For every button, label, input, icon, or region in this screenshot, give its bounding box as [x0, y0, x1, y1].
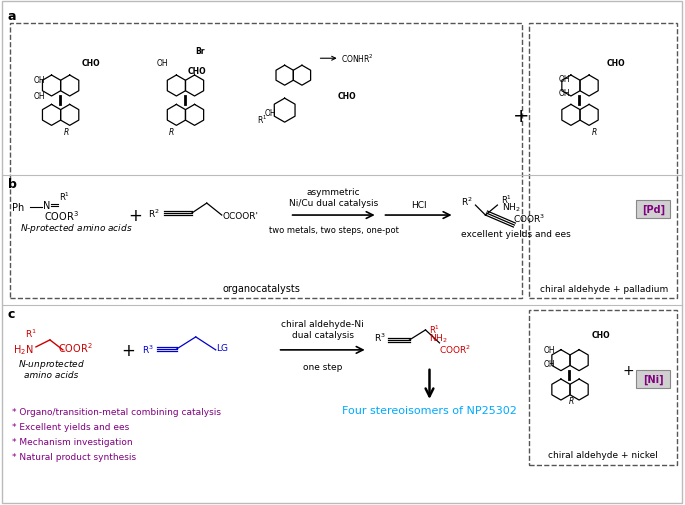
Text: Four stereoisomers of NP25302: Four stereoisomers of NP25302	[342, 405, 517, 415]
Text: asymmetric
Ni/Cu dual catalysis: asymmetric Ni/Cu dual catalysis	[289, 187, 378, 208]
Text: * Excellent yields and ees: * Excellent yields and ees	[12, 423, 129, 431]
Text: R$^1$: R$^1$	[59, 190, 70, 203]
Text: R$^1$: R$^1$	[258, 114, 268, 126]
Text: +: +	[623, 363, 634, 377]
Text: N: N	[43, 200, 50, 211]
Text: OH: OH	[33, 76, 45, 84]
Text: chiral aldehyde + palladium: chiral aldehyde + palladium	[540, 284, 669, 293]
Text: OCOOR': OCOOR'	[223, 211, 259, 220]
Text: LG: LG	[216, 344, 227, 352]
Text: chiral aldehyde + nickel: chiral aldehyde + nickel	[549, 450, 658, 459]
Text: COOR$^2$: COOR$^2$	[440, 343, 472, 356]
Text: NH$_2$: NH$_2$	[429, 332, 448, 344]
Text: R: R	[64, 127, 70, 136]
Text: OH: OH	[33, 91, 45, 100]
Text: CHO: CHO	[338, 91, 356, 100]
Text: R$^2$: R$^2$	[148, 208, 160, 220]
Text: R$^2$: R$^2$	[462, 195, 473, 208]
Text: OH: OH	[543, 346, 555, 355]
Text: [Pd]: [Pd]	[642, 205, 664, 215]
Text: R$^3$: R$^3$	[373, 331, 386, 343]
Text: amino acids: amino acids	[24, 371, 78, 380]
Text: CHO: CHO	[82, 59, 101, 68]
Text: +: +	[121, 341, 135, 359]
Text: [Ni]: [Ni]	[643, 374, 664, 384]
Text: +: +	[128, 207, 142, 225]
Text: R: R	[169, 127, 175, 136]
FancyBboxPatch shape	[636, 200, 670, 219]
Text: R$^3$: R$^3$	[142, 343, 153, 356]
FancyBboxPatch shape	[636, 370, 670, 388]
Text: CONHR$^2$: CONHR$^2$	[340, 53, 373, 65]
Text: R$^1$: R$^1$	[25, 327, 37, 339]
Text: OH: OH	[558, 88, 570, 97]
Text: Br: Br	[195, 46, 205, 56]
Text: R$^1$: R$^1$	[501, 193, 512, 206]
Text: Ph: Ph	[12, 203, 24, 213]
Text: +: +	[513, 107, 530, 125]
Text: a: a	[8, 10, 16, 23]
Text: chiral aldehyde-Ni
dual catalysis: chiral aldehyde-Ni dual catalysis	[282, 319, 364, 339]
Text: HCl: HCl	[411, 200, 426, 210]
Text: excellent yields and ees: excellent yields and ees	[462, 229, 571, 238]
Text: c: c	[8, 308, 15, 320]
Text: NH$_2$: NH$_2$	[502, 201, 521, 214]
Text: $N$-unprotected: $N$-unprotected	[18, 358, 85, 371]
Text: CHO: CHO	[591, 331, 610, 340]
Text: COOR$^3$: COOR$^3$	[44, 209, 79, 223]
Text: * Organo/transition-metal combining catalysis: * Organo/transition-metal combining cata…	[12, 408, 221, 417]
Text: H$_2$N: H$_2$N	[13, 342, 34, 356]
Text: COOR$^3$: COOR$^3$	[513, 213, 546, 225]
Text: OH: OH	[543, 360, 555, 369]
Text: OH: OH	[558, 75, 570, 83]
Text: one step: one step	[303, 362, 342, 371]
Text: b: b	[8, 178, 17, 191]
Text: $N$-protected amino acids: $N$-protected amino acids	[20, 221, 133, 234]
Text: organocatalysts: organocatalysts	[223, 283, 301, 293]
Text: COOR$^2$: COOR$^2$	[58, 340, 92, 354]
Text: OH: OH	[157, 59, 169, 68]
Text: * Natural product synthesis: * Natural product synthesis	[12, 452, 136, 462]
Text: OH: OH	[264, 109, 276, 118]
Text: * Mechanism investigation: * Mechanism investigation	[12, 437, 133, 446]
Text: R$^1$: R$^1$	[429, 323, 440, 335]
Text: CHO: CHO	[606, 59, 625, 68]
Text: R: R	[569, 396, 574, 406]
Text: R: R	[592, 127, 597, 136]
Text: CHO: CHO	[188, 67, 206, 76]
Text: two metals, two steps, one-pot: two metals, two steps, one-pot	[269, 226, 399, 234]
